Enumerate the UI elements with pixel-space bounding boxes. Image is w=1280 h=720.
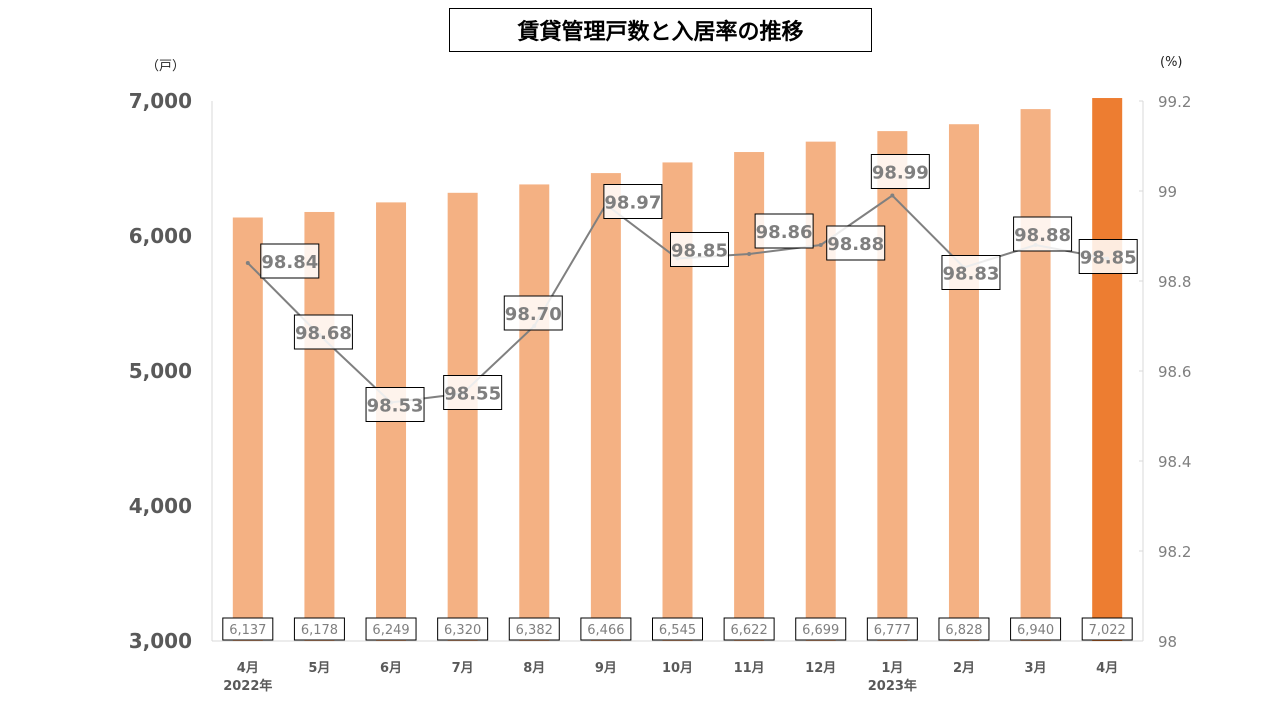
line-label-box xyxy=(603,184,663,219)
bar-data-label: 6,545 xyxy=(659,623,696,638)
y-axis-unit: （戸） xyxy=(146,59,186,74)
bar-data-label: 6,320 xyxy=(444,623,481,638)
x-tick-label: 12月 xyxy=(805,661,836,676)
line-data-label: 98.85 xyxy=(1080,248,1137,269)
line-data-label: 98.99 xyxy=(872,163,929,184)
y-tick-label: 7,000 xyxy=(129,89,192,113)
y2-tick-label: 98.8 xyxy=(1158,273,1191,291)
line-label-box xyxy=(826,225,886,261)
line-label-box xyxy=(260,243,320,279)
bar xyxy=(1092,98,1123,641)
bar-label-box xyxy=(652,617,703,641)
y-tick-label: 4,000 xyxy=(129,494,192,518)
line-point xyxy=(818,243,823,247)
x-tick-label: 10月 xyxy=(662,661,693,676)
bar-label-box xyxy=(866,617,918,641)
line-point xyxy=(245,261,250,265)
bar-label-box xyxy=(222,617,274,641)
bar-data-label: 6,940 xyxy=(1017,623,1054,638)
bar xyxy=(948,124,979,642)
x-tick-label: 4月 xyxy=(1096,661,1118,676)
bar-label-box xyxy=(580,617,632,641)
x-tick-label: 3月 xyxy=(1025,661,1047,676)
bar-data-label: 6,178 xyxy=(301,623,338,638)
bar xyxy=(1020,109,1051,642)
bar-label-box xyxy=(938,617,990,641)
line-label-box xyxy=(754,213,814,249)
line-data-label: 98.53 xyxy=(367,396,424,417)
line-label-box xyxy=(670,232,729,267)
bar-label-box xyxy=(437,617,489,641)
line-label-box xyxy=(365,387,425,422)
y2-tick-label: 98.6 xyxy=(1158,363,1191,381)
bar-data-label: 6,382 xyxy=(516,623,553,638)
bar-data-label: 7,022 xyxy=(1089,623,1126,638)
y-tick-label: 3,000 xyxy=(129,629,192,653)
bar-label-box xyxy=(365,617,417,641)
bar-label-box xyxy=(293,617,345,641)
bar-data-label: 6,622 xyxy=(731,623,768,638)
bar-data-label: 6,828 xyxy=(945,623,982,638)
x-tick-label: 4月 xyxy=(237,661,259,676)
y2-tick-label: 98 xyxy=(1158,633,1177,651)
bar-label-box xyxy=(1010,617,1062,641)
line-data-label: 98.83 xyxy=(942,264,999,285)
x-year-label: 2023年 xyxy=(868,678,917,694)
y2-axis-unit: (%) xyxy=(1160,55,1183,70)
bar-data-label: 6,466 xyxy=(587,623,624,638)
x-tick-label: 2月 xyxy=(953,661,975,676)
y2-tick-label: 98.2 xyxy=(1158,543,1191,561)
x-tick-label: 8月 xyxy=(523,661,545,676)
bar xyxy=(304,211,335,641)
bar xyxy=(877,131,908,642)
bar-data-label: 6,249 xyxy=(372,623,409,638)
line-data-label: 98.84 xyxy=(261,252,318,273)
line-label-box xyxy=(870,154,930,189)
y2-tick-label: 99 xyxy=(1158,183,1177,201)
line-label-box xyxy=(1013,216,1073,252)
bar-data-label: 6,699 xyxy=(802,623,839,638)
bar-label-box xyxy=(1081,617,1133,641)
bar xyxy=(447,192,478,642)
line-data-label: 98.70 xyxy=(505,304,562,325)
x-tick-label: 7月 xyxy=(452,661,474,676)
x-year-label: 2022年 xyxy=(223,678,272,694)
line-data-label: 98.85 xyxy=(671,241,728,262)
y-tick-label: 5,000 xyxy=(129,359,192,383)
line-label-box xyxy=(941,255,1001,290)
line-data-label: 98.88 xyxy=(827,234,884,255)
line-label-box xyxy=(1078,239,1138,274)
line-point xyxy=(890,193,895,198)
x-tick-label: 5月 xyxy=(308,661,330,676)
bar xyxy=(232,217,263,641)
bar-label-box xyxy=(508,617,560,641)
line-data-label: 98.88 xyxy=(1014,225,1071,246)
line-point xyxy=(747,252,752,256)
line-label-box xyxy=(503,295,563,331)
x-tick-label: 11月 xyxy=(734,661,765,676)
line-label-box xyxy=(443,375,503,410)
line-data-label: 98.97 xyxy=(604,193,661,214)
line-data-label: 98.68 xyxy=(295,323,352,344)
line-label-box xyxy=(293,314,353,350)
bar-data-label: 6,777 xyxy=(874,623,911,638)
y-tick-label: 6,000 xyxy=(129,224,192,248)
bar-data-label: 6,137 xyxy=(229,623,266,638)
bar xyxy=(590,173,621,641)
x-tick-label: 6月 xyxy=(380,661,402,676)
bar xyxy=(519,184,550,641)
chart-title: 賃貸管理戸数と入居率の推移 xyxy=(449,8,872,52)
y2-tick-label: 99.2 xyxy=(1158,93,1191,111)
y2-tick-label: 98.4 xyxy=(1158,453,1191,471)
x-tick-label: 9月 xyxy=(595,661,617,676)
line-data-label: 98.86 xyxy=(756,222,813,243)
bar-label-box xyxy=(723,617,775,641)
line-data-label: 98.55 xyxy=(444,384,501,405)
bar-label-box xyxy=(795,617,847,641)
x-tick-label: 1月 xyxy=(881,661,903,676)
